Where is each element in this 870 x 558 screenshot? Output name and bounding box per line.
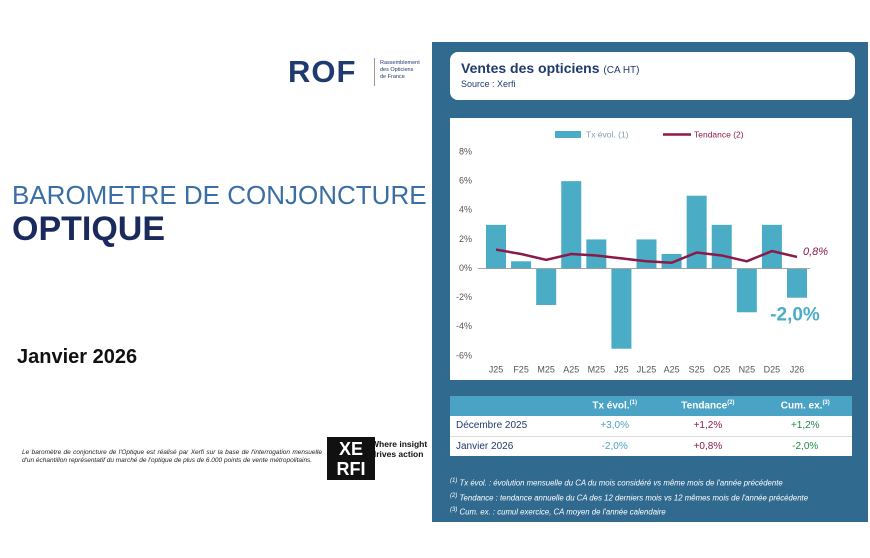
bar (761, 224, 782, 269)
y-tick-label: 2% (459, 234, 472, 244)
x-tick-label: D25 (764, 364, 781, 374)
x-tick-label: J26 (790, 364, 805, 374)
panel-header: Ventes des opticiens (CA HT) Source : Xe… (450, 52, 855, 100)
rof-logo: ROF (288, 54, 357, 89)
x-tick-label: F25 (513, 364, 529, 374)
rof-tagline: Rassemblement des Opticiens de France (380, 60, 420, 81)
logo-line: RFI (336, 459, 366, 479)
cell (450, 396, 572, 416)
x-tick-label: N25 (739, 364, 756, 374)
col-text: Cum. ex. (780, 400, 823, 412)
y-tick-label: -6% (456, 350, 472, 360)
note-text: Tendance : tendance annuelle du CA des 1… (457, 493, 809, 503)
table: Tx évol.(1) Tendance(2) Cum. ex.(3) Déce… (450, 396, 852, 456)
legend-label: Tx évol. (1) (586, 129, 629, 139)
cell: Tx évol.(1) (572, 396, 657, 416)
date: Janvier 2026 (17, 346, 138, 368)
note: (3) (450, 507, 458, 514)
xerfi-tagline: Where insight drives action (371, 439, 427, 459)
panel-title: Ventes des opticiens (CA HT) (461, 60, 640, 76)
value-label: 0,8% (803, 246, 828, 258)
title-text: Ventes des opticiens (461, 60, 600, 76)
col-note: (2) (727, 400, 735, 407)
chart: -6% -4% -2% 0% 2% 4% 6% 8% J25 F25 M25 A25 M25 J25 JL2… (450, 118, 852, 380)
x-tick-label: J25 (614, 364, 629, 374)
y-tick-label: 0% (459, 263, 472, 273)
cell: +3,0% (600, 420, 629, 432)
bar (711, 224, 732, 269)
x-tick-label: O25 (713, 364, 730, 374)
cell: +1,2% (693, 420, 723, 432)
footnote: (1) Tx évol. : évolution mensuelle du CA… (450, 475, 808, 490)
x-tick-label: A25 (664, 364, 680, 374)
tagline-line: Where insight (371, 439, 428, 449)
x-tick-label: M25 (537, 364, 555, 374)
cell: +0,8% (693, 440, 723, 452)
tagline-line: des Opticiens (380, 67, 414, 73)
x-tick-label: S25 (689, 364, 705, 374)
col-note: (1) (629, 400, 637, 407)
bar (611, 268, 632, 349)
bar (787, 268, 807, 298)
bar (586, 239, 607, 269)
tagline-line: drives action (371, 449, 424, 459)
col-text: Tx évol. (592, 400, 630, 412)
logo-line: XE (338, 439, 363, 459)
tagline-line: Rassemblement (380, 60, 420, 66)
x-tick-label: JL25 (637, 364, 657, 374)
footnote: (3) Cum. ex. : cumul exercice, CA moyen … (450, 504, 808, 519)
cell: Tendance(2) (657, 396, 758, 416)
bar (736, 268, 757, 313)
x-tick-label: J25 (489, 364, 504, 374)
col-text: Tendance (681, 400, 728, 412)
bar (511, 261, 532, 269)
table-row: Décembre 2025 +3,0% +1,2% +1,2% (450, 416, 852, 436)
col-note: (3) (822, 400, 830, 407)
bar (561, 181, 582, 269)
y-tick-label: -4% (456, 321, 472, 331)
note: (1) (450, 478, 458, 484)
cell: -2,0% (792, 440, 819, 452)
note-text: Cum. ex. : cumul exercice, CA moyen de l… (457, 507, 666, 517)
x-tick-label: A25 (563, 364, 579, 374)
y-tick-label: 8% (459, 146, 472, 156)
legend-label: Tendance (2) (694, 129, 744, 139)
source: Source : Xerfi (461, 79, 516, 89)
table-header: Tx évol.(1) Tendance(2) Cum. ex.(3) (450, 396, 852, 416)
table-row: Janvier 2026 -2,0% +0,8% -2,0% (450, 436, 852, 456)
bar (661, 254, 682, 269)
note-text: Tx évol. : évolution mensuelle du CA du … (457, 478, 783, 488)
note: (2) (450, 492, 458, 499)
bar (536, 268, 557, 305)
trend-line (495, 248, 798, 265)
xerfi-logo: XE RFI (327, 437, 375, 480)
footnotes: (1) Tx évol. : évolution mensuelle du CA… (450, 475, 808, 519)
cell: -2,0% (601, 440, 628, 452)
x-tick-label: M25 (588, 364, 606, 374)
cell: +1,2% (790, 420, 820, 432)
bar (486, 224, 506, 269)
title-line1: BAROMETRE DE CONJONCTURE (12, 180, 427, 210)
disclaimer: Le baromètre de conjoncture de l'Optique… (22, 449, 322, 464)
footnote: (2) Tendance : tendance annuelle du CA d… (450, 490, 808, 505)
y-tick-label: 4% (459, 205, 472, 215)
cell: Janvier 2026 (456, 440, 514, 452)
bar (636, 239, 657, 269)
bar (686, 195, 707, 269)
cell: Cum. ex.(3) (759, 396, 852, 416)
cell: Décembre 2025 (456, 420, 528, 432)
y-tick-label: 6% (459, 176, 472, 186)
value-label: -2,0% (770, 305, 820, 326)
y-tick-label: -2% (456, 292, 472, 302)
tagline-line: de France (380, 74, 405, 80)
title-note: (CA HT) (603, 65, 640, 76)
legend-swatch (555, 131, 581, 138)
title-line2: OPTIQUE (12, 210, 166, 248)
divider (374, 58, 375, 86)
